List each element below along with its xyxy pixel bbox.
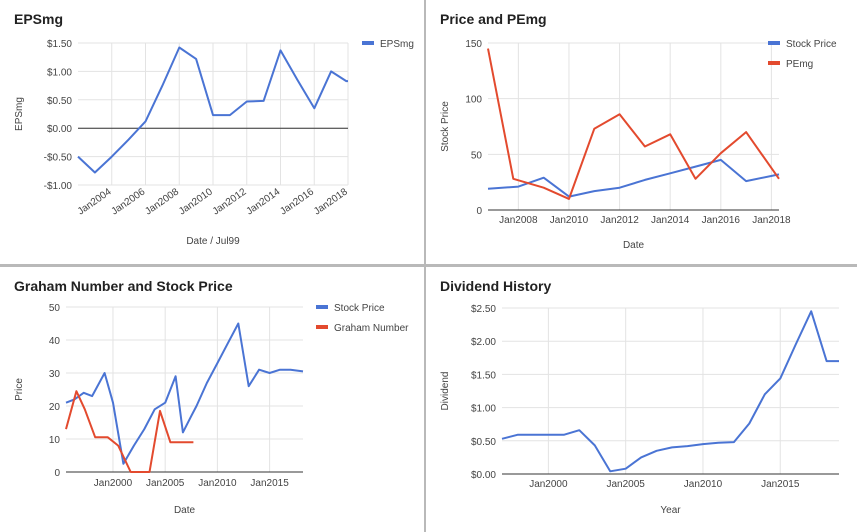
y-axis-title: EPSmg <box>14 97 25 131</box>
x-tick-label: Jan2014 <box>651 215 690 226</box>
y-tick-label: $1.50 <box>47 39 72 50</box>
horizontal-divider <box>0 264 857 267</box>
legend-label: EPSmg <box>380 39 414 50</box>
legend-label: Stock Price <box>786 39 837 50</box>
chart-title: Graham Number and Stock Price <box>14 278 233 294</box>
x-tick-label: Jan2018 <box>752 215 791 226</box>
y-tick-label: 150 <box>465 39 482 50</box>
y-tick-label: 50 <box>49 303 61 314</box>
y-tick-label: $1.50 <box>471 370 496 381</box>
y-tick-label: 30 <box>49 369 61 380</box>
y-tick-label: 40 <box>49 336 61 347</box>
y-tick-label: $0.00 <box>47 124 72 135</box>
x-axis-title: Year <box>660 505 681 516</box>
y-tick-label: -$0.50 <box>44 153 73 164</box>
x-tick-label: Jan2012 <box>211 186 249 217</box>
chart-title: Dividend History <box>440 278 552 294</box>
legend-label: Stock Price <box>334 303 385 314</box>
y-tick-label: $0.00 <box>471 470 496 481</box>
y-tick-label: $1.00 <box>471 404 496 415</box>
x-tick-label: Jan2010 <box>177 186 215 217</box>
series-line <box>487 48 780 200</box>
dividend-chart-svg: $0.00 $0.50 $1.00 $1.50 $2.00 $2.50 Jan2000 Jan… <box>440 304 839 516</box>
y-axis-title: Stock Price <box>440 101 451 152</box>
x-tick-label: Jan2016 <box>278 186 316 217</box>
x-tick-label: Jan2005 <box>606 479 645 490</box>
y-tick-label: 0 <box>476 206 482 217</box>
x-tick-label: Jan2012 <box>600 215 639 226</box>
y-tick-label: 100 <box>465 95 482 106</box>
series-line <box>65 322 304 465</box>
eps-chart-svg: -$1.00-$0.50$0.00$0.50$1.00$1.50Jan2004J… <box>14 39 414 247</box>
x-tick-label: Jan2010 <box>550 215 589 226</box>
eps-chart-panel: EPSmg -$1.00 -$0.50 $0.00 $0.50 $1.00 $1.50 Ja… <box>0 0 424 264</box>
x-tick-label: Jan2010 <box>198 478 237 489</box>
x-tick-label: Jan2015 <box>250 478 289 489</box>
x-tick-label: Jan2000 <box>529 479 568 490</box>
price-pe-chart-panel: Price and PEmg 0 50 100 150 Jan2008 Jan2010 Ja… <box>426 0 857 264</box>
x-tick-label: Jan2014 <box>244 186 282 217</box>
y-tick-label: 50 <box>471 150 483 161</box>
y-tick-label: $0.50 <box>471 437 496 448</box>
chart-title: EPSmg <box>14 11 64 27</box>
x-tick-label: Jan2004 <box>76 186 114 217</box>
graham-chart-panel: Graham Number and Stock Price 0 10 20 30 40 5… <box>0 267 424 532</box>
x-axis-title: Date <box>174 505 196 516</box>
series-line <box>65 390 194 473</box>
y-axis-title: Dividend <box>440 372 451 411</box>
x-axis-title: Date / Jul99 <box>186 236 240 247</box>
y-tick-label: $1.00 <box>47 67 72 78</box>
legend-swatch <box>768 41 780 45</box>
series-line <box>501 310 839 473</box>
dividend-chart-panel: Dividend History $0.00 $0.50 $1.00 $1.50 $2.… <box>426 267 857 532</box>
x-tick-label: Jan2016 <box>702 215 741 226</box>
y-tick-label: 10 <box>49 435 61 446</box>
x-tick-label: Jan2005 <box>146 478 185 489</box>
y-tick-label: $0.50 <box>47 96 72 107</box>
x-tick-label: Jan2008 <box>499 215 538 226</box>
legend-swatch <box>768 61 780 65</box>
y-axis-title: Price <box>14 378 25 401</box>
x-axis-title: Date <box>623 240 645 251</box>
x-tick-label: Jan2018 <box>312 186 350 217</box>
price-pe-chart-svg: 0 50 100 150 Jan2008 Jan2010 Jan2012 Jan2014 Jan… <box>440 39 837 251</box>
series-line <box>77 46 348 174</box>
legend-swatch <box>362 41 374 45</box>
x-tick-label: Jan2008 <box>143 186 181 217</box>
chart-title: Price and PEmg <box>440 11 547 27</box>
series-line <box>487 158 780 198</box>
y-tick-label: -$1.00 <box>44 181 73 192</box>
legend-label: PEmg <box>786 59 813 70</box>
x-tick-label: Jan2000 <box>94 478 133 489</box>
x-tick-label: Jan2010 <box>684 479 723 490</box>
graham-chart-svg: 0 10 20 30 40 50 Jan2000 Jan2005 Jan2010 Jan2015 D… <box>14 303 409 516</box>
x-tick-label: Jan2006 <box>109 186 147 217</box>
y-tick-label: 0 <box>54 468 60 479</box>
y-tick-label: 20 <box>49 402 61 413</box>
legend-swatch <box>316 305 328 309</box>
legend-label: Graham Number <box>334 323 409 334</box>
y-tick-label: $2.50 <box>471 304 496 315</box>
x-tick-label: Jan2015 <box>761 479 800 490</box>
legend-swatch <box>316 325 328 329</box>
y-tick-label: $2.00 <box>471 337 496 348</box>
